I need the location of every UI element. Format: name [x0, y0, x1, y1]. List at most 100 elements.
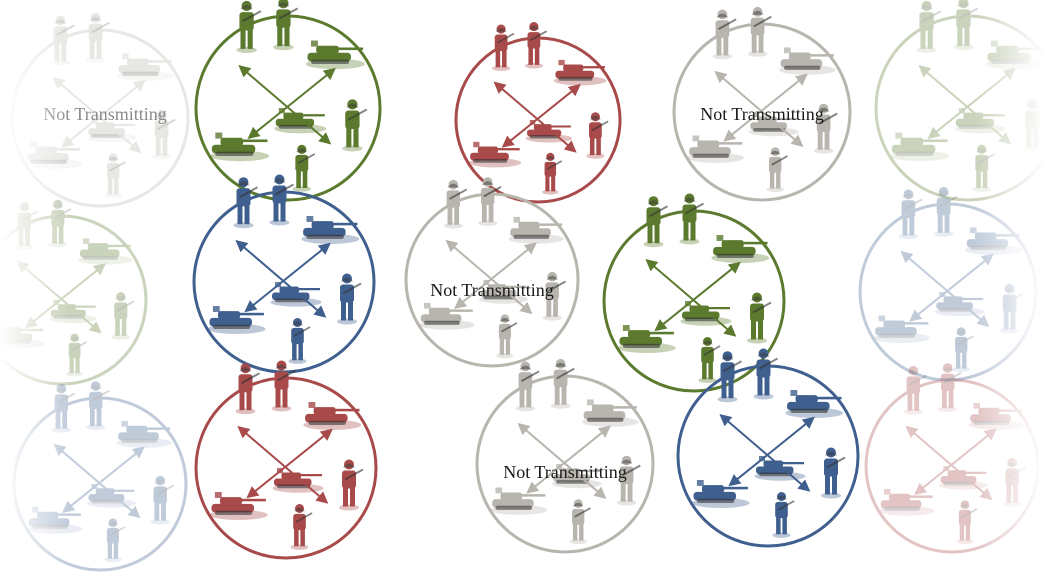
tank-icon	[687, 135, 745, 163]
soldier-icon	[542, 271, 567, 321]
link-arrow	[654, 261, 741, 332]
soldier-icon	[813, 103, 838, 154]
soldier-icon	[288, 318, 311, 364]
soldier-icon	[233, 177, 258, 229]
soldier-icon	[916, 0, 942, 54]
soldier-icon	[953, 0, 979, 51]
soldier-icon	[938, 363, 962, 413]
soldier-icon	[51, 383, 76, 433]
soldier-icon	[1002, 457, 1027, 507]
soldier-icon	[111, 292, 135, 340]
soldier-icon	[50, 15, 75, 66]
tank-icon	[27, 506, 83, 534]
link-arrow	[526, 425, 611, 494]
tank-icon	[890, 132, 950, 162]
cell-faded	[864, 363, 1040, 554]
soldier-icon	[753, 348, 778, 400]
tank-icon	[207, 306, 266, 335]
soldier-icon	[48, 199, 72, 248]
soldier-icon	[1022, 99, 1045, 152]
link-arrow	[454, 242, 537, 310]
soldier-icon	[933, 186, 958, 237]
soldier-icon	[766, 147, 788, 193]
link-arrow	[244, 242, 331, 313]
soldier-icon	[643, 196, 668, 248]
soldier-icon	[236, 0, 262, 54]
soldier-icon	[903, 365, 928, 415]
soldier-icon	[956, 500, 978, 545]
soldier-icon	[747, 6, 772, 57]
not-transmitting-label: Not Transmitting	[700, 104, 824, 124]
not-transmitting-label: Not Transmitting	[503, 462, 627, 482]
tank-icon	[617, 325, 676, 354]
tank-icon	[0, 322, 45, 349]
cell-transmitting	[192, 174, 376, 374]
soldier-icon	[569, 499, 591, 545]
link-arrow	[246, 428, 333, 499]
soldier-icon	[524, 22, 548, 69]
soldier-icon	[271, 360, 296, 412]
soldier-icon	[66, 333, 87, 377]
cell-transmitting	[194, 360, 378, 560]
soldier-icon	[292, 144, 316, 192]
cell-transmitting	[454, 22, 622, 204]
soldier-icon	[550, 358, 575, 409]
cell-transmitting	[602, 193, 786, 393]
tank-icon	[691, 480, 750, 509]
soldier-icon	[821, 447, 846, 499]
soldier-icon	[679, 193, 704, 245]
tank-icon	[468, 141, 522, 168]
soldier-icon	[104, 518, 126, 563]
soldier-icon	[337, 273, 362, 325]
soldier-icon	[151, 109, 176, 160]
cell-faded	[874, 0, 1045, 202]
soldier-icon	[342, 99, 368, 152]
soldier-icon	[235, 363, 260, 415]
soldier-icon	[85, 12, 110, 63]
soldier-icon	[952, 327, 974, 373]
cell-not-transmitting	[672, 6, 852, 202]
soldier-icon	[14, 202, 38, 250]
soldier-icon	[616, 455, 641, 506]
tank-icon	[879, 488, 935, 516]
link-arrow	[62, 446, 145, 514]
soldier-icon	[898, 189, 923, 240]
cell-faded	[858, 186, 1038, 382]
cell-transmitting	[194, 0, 382, 202]
cell-ring	[874, 14, 1045, 202]
soldier-icon	[339, 459, 364, 511]
soldier-icon	[150, 475, 175, 525]
soldier-icon	[717, 351, 742, 403]
soldier-icon	[772, 492, 795, 538]
soldier-icon	[747, 292, 772, 344]
soldier-icon	[586, 112, 609, 159]
soldier-icon	[698, 337, 721, 383]
soldier-icon	[496, 314, 518, 359]
cell-not-transmitting	[475, 358, 655, 554]
link-arrow	[501, 84, 581, 148]
cell-faded	[12, 381, 188, 572]
cell-transmitting	[676, 348, 860, 548]
soldier-icon	[712, 9, 737, 60]
soldier-icon	[478, 177, 502, 227]
not-transmitting-label: Not Transmitting	[430, 280, 554, 300]
soldier-icon	[269, 174, 294, 226]
not-transmitting-label: Not Transmitting	[43, 104, 167, 124]
tank-icon	[873, 315, 931, 343]
tank-icon	[209, 492, 268, 521]
soldier-icon	[104, 153, 126, 199]
soldier-icon	[86, 381, 110, 431]
tank-icon	[490, 487, 548, 515]
soldier-icon	[443, 179, 468, 229]
cell-faded	[0, 199, 148, 386]
tank-icon	[25, 141, 83, 169]
soldier-icon	[972, 144, 996, 192]
soldier-icon	[290, 504, 313, 550]
link-arrow	[728, 416, 815, 487]
soldier-icon	[491, 24, 515, 71]
tank-icon	[210, 132, 270, 162]
link-arrow	[247, 67, 336, 139]
soldier-icon	[515, 361, 540, 412]
